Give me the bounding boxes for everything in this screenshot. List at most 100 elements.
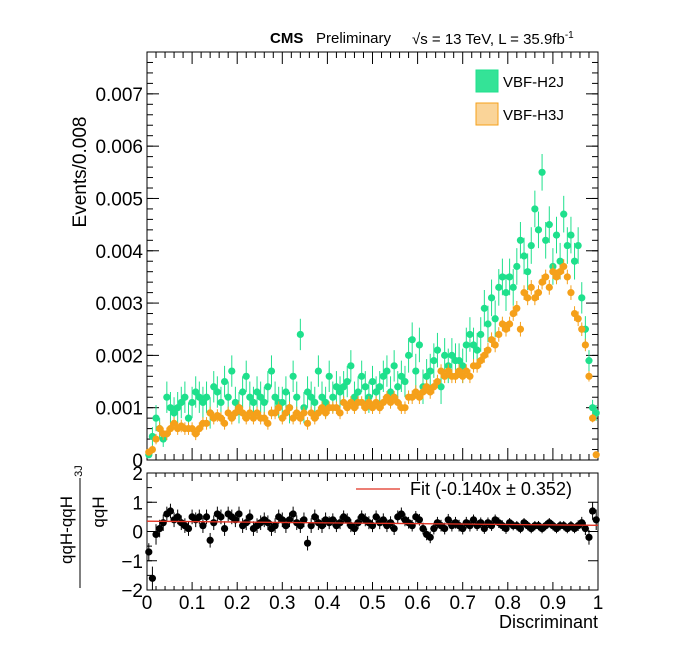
ratio-y-label-numerator: qqH-qqH [57, 496, 76, 564]
point-h3j [296, 414, 304, 422]
point-h3j [289, 414, 297, 422]
point-h3j [358, 398, 366, 407]
point-h3j [303, 419, 312, 427]
point-h3j [321, 409, 330, 417]
point-h3j [426, 388, 434, 396]
ratio-y-axis-label: qqH-qqH 3J qqH [57, 465, 108, 588]
point-h3j [163, 430, 171, 438]
point-h3j [415, 393, 424, 401]
ratio-point [278, 516, 286, 524]
ratio-point [426, 533, 434, 541]
point-h3j [441, 372, 449, 380]
point-h3j [195, 425, 203, 433]
ratio-point [145, 548, 153, 556]
point-h3j [206, 409, 214, 417]
fit-legend-label: Fit (-0.140x ± 0.352) [410, 479, 572, 499]
ratio-x-tick-label: 0.1 [179, 593, 205, 614]
ratio-point [480, 524, 488, 533]
ratio-point [199, 522, 207, 530]
point-h3j [372, 398, 380, 407]
point-h3j [433, 377, 442, 386]
point-h3j [534, 289, 543, 297]
ratio-point [166, 507, 175, 515]
point-h2j [239, 388, 247, 396]
point-h2j [527, 241, 535, 250]
ratio-point [581, 524, 589, 533]
ratio-point [152, 530, 160, 539]
point-h3j [340, 398, 348, 407]
ratio-x-tick-label: 0.7 [449, 593, 475, 614]
ratio-point [156, 524, 164, 533]
ratio-point [588, 507, 597, 515]
point-h2j [578, 294, 586, 302]
header-energy: √s = 13 TeV, L = 35.9fb-1 [412, 30, 574, 48]
point-h2j [473, 346, 481, 354]
point-h3j [293, 409, 301, 417]
ratio-x-tick-label: 0.9 [540, 593, 566, 614]
point-h3j [552, 273, 561, 281]
ratio-point [148, 574, 157, 582]
fit-line [146, 520, 599, 526]
point-h2j [426, 367, 434, 375]
point-h2j [513, 262, 521, 271]
ratio-point [592, 516, 600, 524]
main-y-tick-label: 0.002 [95, 346, 143, 367]
ratio-y-tick-label: −1 [121, 552, 143, 573]
point-h3j [509, 309, 517, 318]
ratio-point [372, 513, 380, 521]
point-h2j [325, 372, 333, 380]
point-h3j [264, 419, 272, 427]
point-h3j [336, 409, 344, 417]
point-h3j [368, 404, 377, 412]
point-h2j [174, 404, 182, 412]
point-h3j [386, 398, 395, 407]
point-h2j [166, 404, 175, 412]
point-h2j [408, 336, 416, 344]
point-h3j [253, 409, 261, 417]
point-h2j [383, 367, 391, 375]
point-h3j [466, 372, 474, 380]
point-h3j [332, 404, 341, 412]
point-h3j [361, 404, 369, 412]
point-h3j [477, 357, 485, 365]
point-h3j [455, 367, 463, 375]
point-h2j [477, 330, 485, 339]
point-h3j [444, 367, 452, 375]
point-h3j [188, 425, 196, 433]
point-h2j [181, 393, 189, 401]
point-h2j [563, 241, 571, 250]
main-y-tick-label: 0.001 [95, 399, 143, 420]
point-h2j [469, 341, 478, 349]
ratio-point [285, 516, 294, 524]
ratio-point [397, 510, 405, 518]
point-h3j [560, 262, 568, 271]
point-h3j [516, 325, 525, 333]
point-h2j [307, 393, 315, 401]
ratio-point [311, 513, 319, 521]
point-h3j [156, 425, 164, 433]
point-h2j [570, 257, 579, 265]
point-h3j [192, 430, 200, 438]
main-y-axis-label: Events/0.008 [70, 117, 91, 228]
point-h3j [278, 414, 286, 422]
point-h3j [423, 383, 431, 391]
point-h3j [527, 283, 535, 291]
point-h2j [278, 398, 286, 407]
point-h3j [170, 419, 178, 427]
ratio-point [184, 524, 193, 533]
point-h3j [350, 404, 359, 412]
ratio-point [159, 519, 167, 527]
point-h2j [188, 398, 196, 407]
point-h3j [347, 398, 355, 407]
point-h3j [379, 398, 387, 407]
ratio-point [502, 524, 510, 533]
point-h3j [412, 388, 420, 396]
point-h2j [231, 398, 239, 407]
point-h3j [531, 294, 539, 302]
point-h2j [592, 409, 600, 417]
point-h2j [502, 289, 510, 297]
ratio-point [303, 539, 312, 547]
point-h2j [480, 304, 488, 312]
point-h2j [202, 393, 211, 401]
point-h2j [520, 252, 528, 260]
